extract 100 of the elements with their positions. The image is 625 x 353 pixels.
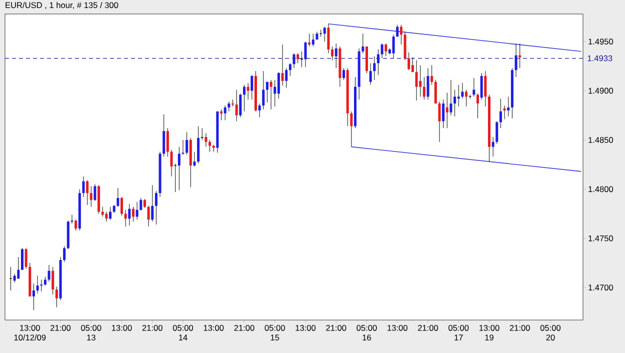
candlestick (174, 163, 177, 192)
candlestick (220, 109, 223, 121)
x-tick-label: 13:00 (388, 324, 408, 331)
candlestick (288, 62, 292, 76)
candlestick (63, 246, 66, 262)
candlestick (36, 275, 39, 294)
candlestick (492, 136, 494, 157)
candlestick (90, 186, 92, 208)
candlestick (277, 72, 280, 99)
candlestick (426, 68, 430, 100)
ref-line-label: 1.4933 (588, 55, 612, 62)
x-tick-label: 05:00 13 (81, 324, 102, 340)
candlestick (94, 184, 96, 202)
candlestick (461, 82, 464, 99)
candlestick (296, 53, 300, 64)
candlestick (151, 184, 154, 222)
candlestick (400, 24, 402, 45)
candlestick (193, 151, 196, 167)
candlestick (442, 99, 445, 128)
candlestick (204, 132, 208, 148)
candlestick (82, 176, 85, 198)
candlestick (24, 248, 28, 270)
candlestick (499, 98, 502, 128)
y-tick-label: 1.4900 (588, 88, 614, 94)
candlestick (464, 90, 468, 107)
candlestick (182, 140, 184, 155)
x-tick-label: 05:00 17 (448, 324, 469, 340)
candlestick (507, 96, 510, 117)
candlestick (48, 264, 50, 282)
candlestick (40, 279, 43, 292)
candlestick (178, 146, 180, 190)
candlestick (281, 44, 284, 86)
x-tick-label: 21:00 (510, 324, 530, 331)
candlestick (304, 41, 307, 68)
candlestick (86, 180, 89, 206)
candlestick (334, 43, 338, 68)
candlestick (380, 43, 384, 59)
candlestick (20, 248, 24, 270)
candlestick (323, 26, 326, 42)
x-tick-label: 13:00 (204, 324, 224, 331)
candlestick (369, 62, 372, 86)
candlestick (17, 256, 20, 279)
candlestick (224, 105, 226, 121)
candlestick (285, 68, 288, 88)
candlestick (376, 49, 380, 76)
candlestick (350, 111, 353, 148)
candlestick (242, 84, 246, 112)
candlestick (415, 60, 418, 101)
x-tick-label: 21:00 (326, 324, 346, 331)
x-tick-label: 21:00 (50, 324, 71, 331)
x-tick-label: 21:00 (142, 324, 162, 331)
y-tick-label: 1.4850 (588, 137, 614, 143)
candlestick (392, 34, 395, 59)
candlestick (52, 266, 54, 295)
candlestick (105, 212, 108, 222)
x-tick-label: 05:00 14 (172, 324, 194, 340)
x-tick-label: 13:00 10/12/09 (14, 324, 46, 340)
candlestick (484, 70, 487, 107)
candlestick (496, 120, 498, 144)
x-tick-label: 13:00 19 (479, 324, 500, 340)
candlestick (200, 128, 204, 140)
x-tick-label: 05:00 16 (356, 324, 377, 340)
candlestick (32, 283, 35, 310)
y-tick-label: 1.4750 (588, 235, 614, 242)
candlestick (186, 132, 188, 155)
candlestick (266, 82, 268, 103)
candlestick (373, 56, 376, 80)
candlestick (472, 78, 476, 97)
candlestick (292, 53, 296, 68)
candlestick (120, 196, 124, 216)
candlestick (457, 84, 460, 107)
candlestick (128, 204, 131, 226)
candlestick (154, 190, 158, 225)
candlestick (74, 219, 78, 231)
candlestick (140, 198, 142, 212)
candlestick (411, 57, 414, 72)
x-tick-label: 13:00 (296, 324, 316, 331)
y-tick-label: 1.4800 (588, 186, 614, 192)
candlestick (503, 105, 506, 120)
candlestick (132, 206, 134, 222)
candlestick (70, 214, 74, 224)
candlestick (124, 210, 127, 227)
candlestick (109, 206, 112, 220)
y-tick-label: 1.4700 (588, 284, 614, 290)
candlestick (228, 101, 230, 112)
candlestick (208, 140, 212, 152)
candlestick (342, 68, 346, 80)
candlestick (419, 64, 422, 97)
candlestick (170, 150, 173, 177)
candlestick (162, 114, 166, 157)
candlestick (476, 93, 480, 119)
candlestick (384, 43, 388, 57)
x-tick-label: 21:00 (234, 324, 254, 331)
candlestick (408, 52, 410, 70)
chart-title: EUR/USD , 1 hour, # 135 / 300 (6, 2, 118, 10)
candlestick (270, 80, 272, 110)
x-tick-label: 05:00 20 (540, 324, 561, 340)
candlestick (258, 103, 261, 118)
candlestick (262, 70, 265, 110)
candlestick (308, 33, 311, 47)
